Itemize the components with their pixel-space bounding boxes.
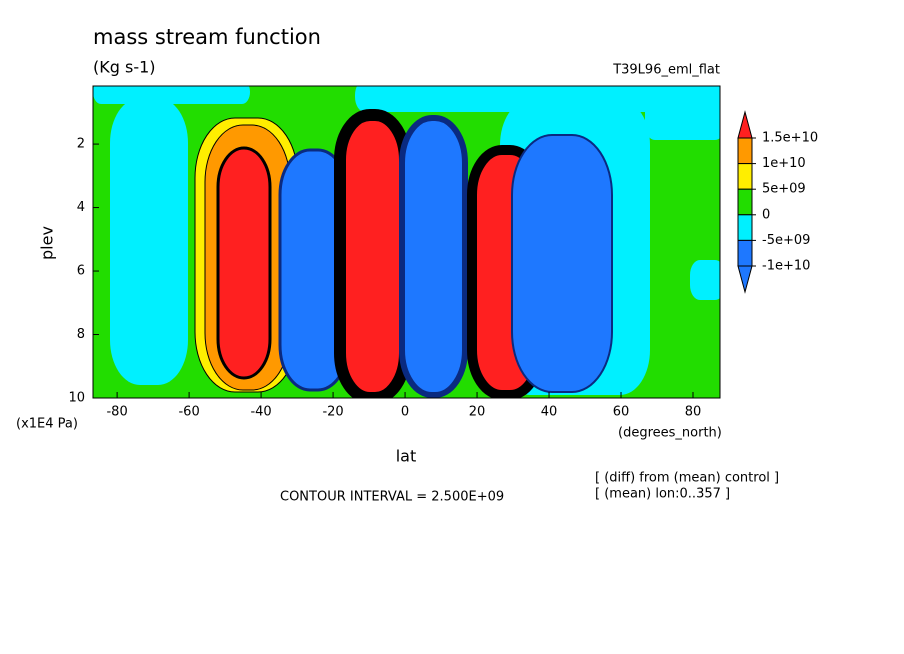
field [93, 86, 720, 398]
chart-title: mass stream function [93, 25, 321, 49]
colorbar-label: -5e+09 [762, 233, 810, 248]
x-tick-label: 0 [401, 405, 409, 420]
dataset-label: T39L96_eml_flat [612, 63, 720, 78]
contour-fill [399, 115, 468, 398]
plot-area: -80 -60 -40 -20 0 20 40 60 80 2 4 6 8 10 [68, 85, 721, 420]
contour-fill [110, 98, 188, 385]
contour-fill [645, 95, 720, 140]
colorbar-label: 1.5e+10 [762, 131, 818, 146]
x-axis-title: lat [396, 447, 417, 466]
y-tick-label: 2 [77, 137, 85, 152]
contour-fill [93, 86, 250, 104]
annotation: CONTOUR INTERVAL = 2.500E+09 [280, 490, 504, 505]
x-tick-label: 60 [613, 405, 630, 420]
y-tick-label: 6 [77, 264, 85, 279]
chart-subtitle: (Kg s-1) [93, 58, 156, 77]
x-tick-label: -40 [250, 405, 271, 420]
annotation: [ (mean) lon:0..357 ] [595, 487, 730, 502]
plot-frame [92, 85, 721, 399]
x-tick-label: -20 [322, 405, 343, 420]
x-tick-label: 20 [469, 405, 486, 420]
colorbar-segment [737, 163, 753, 190]
colorbar-segment [737, 188, 753, 216]
x-axis-units: (degrees_north) [618, 426, 722, 441]
colorbar-segment [737, 214, 753, 241]
contour-fill [690, 260, 720, 300]
x-tick-label: -60 [178, 405, 199, 420]
colorbar-segment [737, 239, 753, 267]
colorbar-segment [737, 265, 753, 294]
y-axis-units: (x1E4 Pa) [16, 417, 78, 432]
colorbar-label: -1e+10 [762, 259, 810, 274]
colorbar: 1.5e+10 1e+10 5e+09 0 -5e+09 -1e+10 [737, 110, 818, 294]
contour-fill [355, 86, 530, 112]
x-tick-label: 40 [541, 405, 558, 420]
y-axis-title: plev [38, 226, 57, 260]
x-tick-label: 80 [685, 405, 702, 420]
contour-fill [216, 146, 272, 380]
colorbar-label: 5e+09 [762, 182, 806, 197]
y-tick-label: 4 [77, 200, 85, 215]
colorbar-segment [737, 110, 753, 139]
colorbar-label: 1e+10 [762, 156, 806, 171]
contour-fill [511, 134, 613, 393]
x-tick-label: -80 [106, 405, 127, 420]
y-tick-label: 8 [77, 327, 85, 342]
colorbar-segment [737, 137, 753, 165]
contour-fill [334, 109, 411, 398]
y-tick-label: 10 [68, 391, 85, 406]
annotation: [ (diff) from (mean) control ] [595, 471, 779, 486]
colorbar-label: 0 [762, 207, 770, 222]
